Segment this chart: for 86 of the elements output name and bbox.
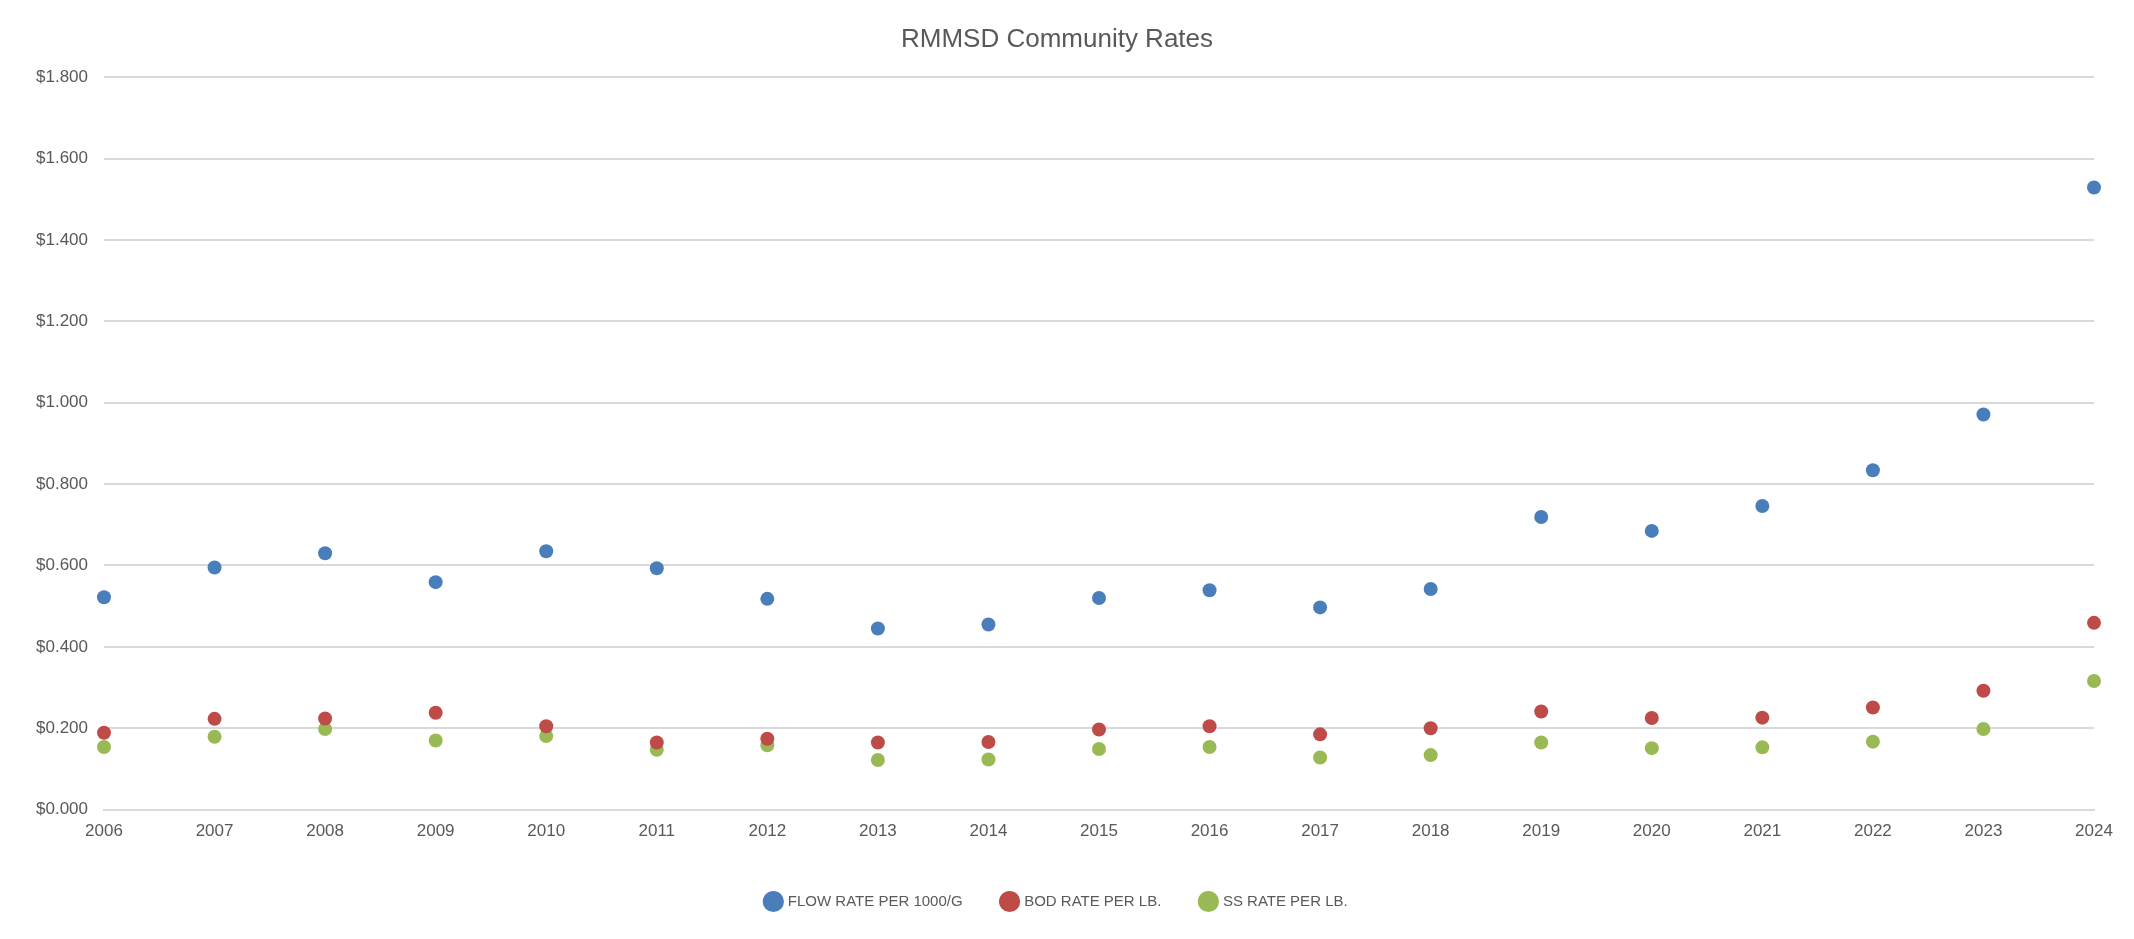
y-tick-label: $1.000: [36, 392, 88, 412]
point: [1202, 739, 1217, 754]
point: [649, 735, 664, 750]
point: [760, 591, 775, 606]
x-tick-label: 2008: [306, 821, 345, 841]
x-tick-label: 2022: [1853, 821, 1892, 841]
point: [1976, 407, 1991, 422]
point: [981, 735, 996, 750]
point: [428, 705, 443, 720]
point: [1423, 748, 1438, 763]
x-tick-label: 2023: [1964, 821, 2003, 841]
x-tick-label: 2024: [2075, 821, 2113, 841]
point: [1534, 735, 1549, 750]
point: [1644, 523, 1659, 538]
point: [1976, 722, 1991, 737]
point: [649, 561, 664, 576]
point: [318, 546, 333, 561]
point: [539, 544, 554, 559]
point: [97, 739, 111, 754]
point: [1755, 740, 1770, 755]
y-tick-label: $1.600: [36, 148, 88, 168]
x-tick-label: 2010: [527, 821, 566, 841]
x-tick-label: 2013: [858, 821, 897, 841]
point: [2087, 615, 2101, 630]
point: [318, 711, 333, 726]
x-tick-label: 2014: [969, 821, 1008, 841]
y-tick-label: $0.200: [36, 717, 88, 737]
x-tick-label: 2021: [1743, 821, 1782, 841]
point: [1865, 700, 1880, 715]
point: [1755, 710, 1770, 725]
point: [760, 731, 775, 746]
point: [1092, 591, 1106, 606]
x-tick-label: 2017: [1301, 821, 1340, 841]
x-tick-label: 2015: [1080, 821, 1118, 841]
legend-label: BOD RATE PER LB.: [1024, 891, 1162, 909]
legend-label: FLOW RATE PER 1000/G: [787, 891, 963, 909]
point: [2087, 674, 2101, 689]
point: [870, 752, 885, 767]
x-tick-label: 2018: [1411, 821, 1450, 841]
point: [428, 575, 443, 590]
x-tick-label: 2011: [638, 821, 676, 841]
point: [1423, 721, 1438, 736]
legend-label: SS RATE PER LB.: [1222, 891, 1348, 909]
point: [539, 719, 554, 734]
x-tick-label: 2019: [1522, 821, 1561, 841]
point: [1313, 750, 1328, 765]
y-tick-label: $0.000: [36, 799, 88, 819]
y-tick-label: $0.400: [36, 636, 88, 656]
point: [1644, 711, 1659, 726]
x-tick-label: 2020: [1632, 821, 1671, 841]
point: [97, 725, 111, 740]
point: [1423, 582, 1438, 597]
point: [1092, 741, 1106, 756]
point: [2087, 180, 2101, 195]
point: [1092, 722, 1106, 737]
point: [207, 711, 222, 726]
x-tick-label: 2007: [195, 821, 234, 841]
point: [1865, 734, 1880, 749]
x-tick-label: 2012: [748, 821, 787, 841]
point: [1534, 510, 1549, 525]
point: [207, 729, 222, 744]
y-tick-label: $0.600: [36, 555, 88, 575]
point: [981, 752, 996, 767]
point: [1313, 600, 1328, 615]
point: [981, 617, 996, 632]
y-tick-label: $1.200: [36, 311, 88, 331]
point: [207, 560, 222, 575]
chart-title: RMMSD Community Rates: [900, 22, 1214, 53]
point: [1865, 463, 1880, 478]
y-tick-label: $0.800: [36, 473, 88, 493]
point: [1644, 741, 1659, 756]
y-tick-label: $1.400: [36, 229, 88, 249]
point: [1202, 583, 1217, 598]
point: [1534, 704, 1549, 719]
x-tick-label: 2009: [416, 821, 455, 841]
point: [1202, 719, 1217, 734]
x-tick-label: 2006: [85, 821, 123, 841]
point: [1313, 727, 1328, 742]
point: [1976, 683, 1991, 698]
x-tick-label: 2016: [1190, 821, 1229, 841]
point: [870, 621, 885, 636]
point: [1755, 499, 1770, 514]
y-tick-label: $1.800: [36, 66, 88, 86]
point: [428, 733, 443, 748]
point: [97, 590, 111, 605]
point: [870, 735, 885, 750]
